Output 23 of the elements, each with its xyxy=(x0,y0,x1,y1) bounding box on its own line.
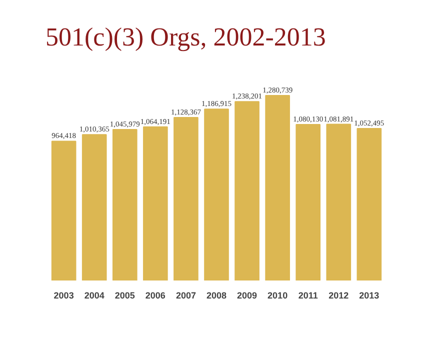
bar xyxy=(82,134,107,280)
bar xyxy=(265,95,290,280)
x-tick-label: 2010 xyxy=(268,290,288,300)
bar xyxy=(51,140,76,280)
bar xyxy=(326,124,352,280)
bar xyxy=(356,128,382,280)
bar xyxy=(234,101,260,280)
bar xyxy=(296,124,321,280)
x-tick-label: 2004 xyxy=(84,290,104,300)
x-tick-label: 2009 xyxy=(237,290,258,300)
chart-title: 501(c)(3) Orgs, 2002-2013 xyxy=(46,22,326,52)
x-tick-label: 2011 xyxy=(298,290,318,300)
bar xyxy=(174,117,198,280)
bar xyxy=(143,126,168,280)
bar xyxy=(204,108,229,280)
x-tick-label: 2006 xyxy=(145,290,166,300)
x-tick-label: 2003 xyxy=(54,290,74,300)
x-tick-label: 2013 xyxy=(359,290,380,300)
x-tick-label: 2012 xyxy=(328,290,349,300)
bar xyxy=(112,128,138,280)
x-tick-label: 2007 xyxy=(176,290,196,300)
x-tick-label: 2008 xyxy=(206,290,227,300)
x-tick-label: 2005 xyxy=(114,290,135,300)
